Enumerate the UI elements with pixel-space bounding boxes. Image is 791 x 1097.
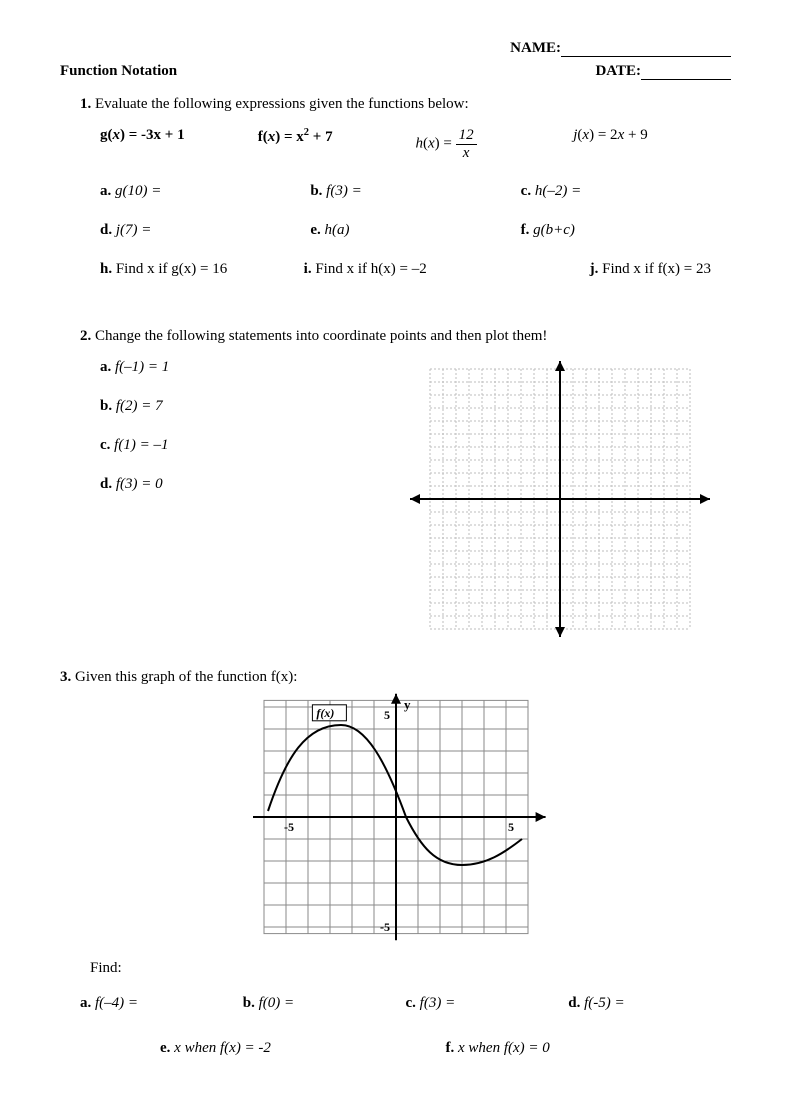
q1e-text: h(a) — [325, 222, 350, 238]
def-f: f(x) = x2 + 7 — [258, 127, 416, 161]
q2-number: 2. — [80, 328, 91, 344]
q2-grid — [400, 359, 720, 639]
q3-prompt: Given this graph of the function f(x): — [75, 669, 297, 685]
date-field[interactable]: DATE: — [595, 63, 731, 80]
q3a-text: f(–4) = — [95, 995, 138, 1011]
q1h-text: Find x if g(x) = 16 — [116, 261, 227, 277]
q2a-text: f(–1) = 1 — [115, 359, 169, 375]
q1-prompt: Evaluate the following expressions given… — [95, 96, 469, 112]
q1j-text: Find x if f(x) = 23 — [602, 261, 711, 277]
q1h-label: h. — [100, 261, 112, 277]
q1-row-def: d. j(7) = e. h(a) f. g(b+c) — [100, 222, 731, 239]
q3d-text: f(-5) = — [584, 995, 625, 1011]
q3b-text: f(0) = — [259, 995, 295, 1011]
q3-find-label: Find: — [90, 960, 731, 977]
q2a-label: a. — [100, 359, 111, 375]
svg-text:5: 5 — [508, 820, 514, 834]
function-graph: yx5-55-5f(x) — [246, 692, 546, 942]
svg-text:-5: -5 — [380, 920, 390, 934]
svg-text:-5: -5 — [284, 820, 294, 834]
q3c-text: f(3) = — [420, 995, 456, 1011]
svg-text:f(x): f(x) — [316, 706, 334, 720]
name-label: NAME: — [510, 40, 561, 56]
q1-row-abc: a. g(10) = b. f(3) = c. h(–2) = — [100, 183, 731, 200]
question-3: 3. Given this graph of the function f(x)… — [60, 669, 731, 1057]
q1i-label: i. — [304, 261, 312, 277]
q3d-label: d. — [568, 995, 580, 1011]
q1a-label: a. — [100, 183, 111, 199]
function-definitions: g(x) = -3x + 1 f(x) = x2 + 7 h(x) = 12x … — [100, 127, 731, 161]
q2d-label: d. — [100, 476, 112, 492]
header-row: NAME: — [60, 40, 731, 57]
q2c-text: f(1) = –1 — [114, 437, 168, 453]
q1-row-hij: h. Find x if g(x) = 16 i. Find x if h(x)… — [100, 261, 731, 278]
q2d-text: f(3) = 0 — [116, 476, 163, 492]
q3e-label: e. — [160, 1040, 170, 1056]
q3-row-abcd: a. f(–4) = b. f(0) = c. f(3) = d. f(-5) … — [80, 995, 731, 1012]
q1c-text: h(–2) = — [535, 183, 581, 199]
q3b-label: b. — [243, 995, 255, 1011]
q1i-text: Find x if h(x) = –2 — [315, 261, 426, 277]
date-label: DATE: — [595, 63, 641, 79]
q2b-text: f(2) = 7 — [116, 398, 163, 414]
q3e-text: x when f(x) = -2 — [174, 1040, 271, 1056]
svg-text:5: 5 — [384, 708, 390, 722]
q2-parts: a. f(–1) = 1 b. f(2) = 7 c. f(1) = –1 d.… — [60, 359, 400, 515]
title-row: Function Notation DATE: — [60, 63, 731, 80]
q3-number: 3. — [60, 669, 71, 685]
q1d-text: j(7) = — [116, 222, 152, 238]
q1c-label: c. — [521, 183, 531, 199]
q1b-text: f(3) = — [326, 183, 362, 199]
q2-prompt: Change the following statements into coo… — [95, 328, 547, 344]
def-j: j(x) = 2x + 9 — [573, 127, 731, 161]
name-field[interactable]: NAME: — [510, 40, 731, 57]
q1f-label: f. — [521, 222, 530, 238]
svg-text:y: y — [404, 697, 411, 712]
q3-row-ef: e. x when f(x) = -2 f. x when f(x) = 0 — [160, 1040, 731, 1057]
q2c-label: c. — [100, 437, 110, 453]
q1a-text: g(10) = — [115, 183, 161, 199]
q1d-label: d. — [100, 222, 112, 238]
page-title: Function Notation — [60, 63, 177, 80]
def-h: h(x) = 12x — [416, 127, 574, 161]
q3f-text: x when f(x) = 0 — [458, 1040, 550, 1056]
q1e-label: e. — [310, 222, 320, 238]
q3f-label: f. — [446, 1040, 455, 1056]
def-g: g(x) = -3x + 1 — [100, 127, 258, 161]
q1b-label: b. — [310, 183, 322, 199]
q3a-label: a. — [80, 995, 91, 1011]
question-1: 1. Evaluate the following expressions gi… — [60, 96, 731, 278]
question-2: 2. Change the following statements into … — [60, 328, 731, 639]
q2b-label: b. — [100, 398, 112, 414]
q1f-text: g(b+c) — [533, 222, 575, 238]
q3c-label: c. — [406, 995, 416, 1011]
q1-number: 1. — [80, 96, 91, 112]
q1j-label: j. — [590, 261, 599, 277]
coordinate-grid — [400, 359, 720, 639]
